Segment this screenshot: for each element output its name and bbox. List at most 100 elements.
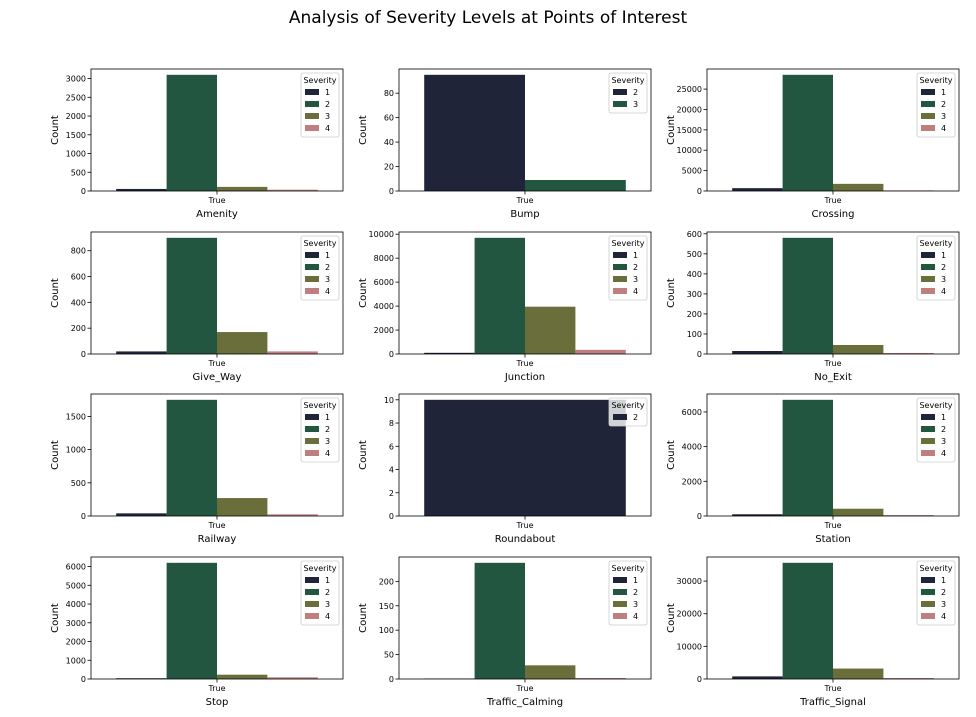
legend-title: Severity [611,76,644,85]
y-tick-label: 6 [389,442,394,451]
y-tick-label: 2000 [66,638,86,647]
subplot-bump: 0 20 40 60 80 True Bump Count Severity 2 3 [358,68,652,220]
bar-severity-1 [732,188,783,191]
legend-swatch-4 [921,125,935,131]
y-tick-label: 15000 [677,126,702,135]
x-tick-label: True [824,684,842,693]
legend-entry-4: 4 [941,287,946,296]
y-tick-label: 0 [81,675,86,684]
legend-swatch-1 [921,252,935,258]
legend-entry-4: 4 [325,287,330,296]
bar-severity-3 [833,344,884,354]
legend-title: Severity [611,564,644,573]
bar-severity-2 [474,237,525,354]
legend-title: Severity [919,401,952,410]
legend-entry-4: 4 [325,124,330,133]
x-tick-label: True [516,196,534,205]
y-tick-label: 30000 [677,577,702,586]
y-tick-label: 500 [71,479,86,488]
subplot-traffic-signal: 0 10000 20000 30000 True Traffic_Signal Count S… [666,556,960,708]
legend: Severity 1 2 3 4 [608,560,648,626]
y-tick-label: 0 [697,512,702,521]
y-tick-label: 10000 [369,230,394,239]
x-tick-label: True [208,359,226,368]
bar-severity-3 [525,306,576,354]
subplot-give-way: 0 200 400 600 800 True Give_Way Count Severity 1 2… [50,231,344,383]
legend: Severity 1 2 3 4 [300,560,340,626]
y-tick-label: 100 [379,626,394,635]
y-tick-label: 200 [379,577,394,586]
y-tick-label: 0 [697,187,702,196]
legend-entry-2: 2 [633,263,638,272]
x-axis-label: Railway [198,534,237,545]
bar-severity-4 [267,351,318,354]
legend: Severity 1 2 3 4 [608,235,648,301]
legend-entry-1: 1 [325,576,330,585]
legend-entry-2: 2 [325,425,330,434]
y-tick-label: 1000 [66,656,86,665]
y-tick-label: 300 [687,290,702,299]
legend-entry-2: 2 [941,263,946,272]
bar-severity-2 [782,399,833,516]
legend-entry-3: 3 [941,112,946,121]
bar-severity-3 [217,186,268,191]
x-tick-label: True [824,196,842,205]
legend-swatch-2 [305,101,319,107]
legend-swatch-4 [921,450,935,456]
legend-entry-4: 4 [325,449,330,458]
y-axis-label: Count [50,440,61,470]
legend-entry-1: 1 [941,88,946,97]
legend-swatch-4 [921,288,935,294]
legend-title: Severity [303,401,336,410]
x-tick-label: True [824,521,842,530]
legend-entry-2: 2 [325,588,330,597]
x-axis-label: Roundabout [495,534,556,545]
x-axis-label: Give_Way [193,372,242,383]
y-tick-label: 2500 [66,93,86,102]
y-tick-label: 2000 [374,326,394,335]
legend-entry-2: 2 [633,588,638,597]
x-axis-label: No_Exit [814,372,852,383]
y-tick-label: 200 [71,324,86,333]
y-axis-label: Count [50,603,61,633]
legend-swatch-1 [305,252,319,258]
legend-entry-1: 1 [325,413,330,422]
y-tick-label: 5000 [66,581,86,590]
x-axis-label: Traffic_Signal [799,697,866,708]
y-tick-label: 1500 [66,412,86,421]
y-tick-label: 10000 [677,146,702,155]
legend: Severity 1 2 3 4 [300,235,340,301]
legend-entry-2: 2 [941,588,946,597]
legend-title: Severity [611,239,644,248]
legend-entry-1: 1 [941,413,946,422]
legend: Severity 1 2 3 4 [916,397,956,463]
legend-swatch-3 [921,438,935,444]
legend-entry-3: 3 [633,600,638,609]
legend-swatch-1 [613,252,627,258]
legend-entry-3: 3 [941,437,946,446]
bar-severity-3 [217,498,268,516]
legend-swatch-1 [921,577,935,583]
y-tick-label: 0 [81,512,86,521]
y-tick-label: 8 [389,419,394,428]
bar-severity-4 [267,189,318,191]
legend-entry-1: 1 [633,251,638,260]
y-tick-label: 0 [697,350,702,359]
bar-severity-4 [267,514,318,516]
y-tick-label: 400 [687,270,702,279]
legend-entry-4: 4 [633,612,638,621]
y-tick-label: 40 [384,138,394,147]
legend-swatch-2 [921,101,935,107]
legend-entry-3: 3 [941,600,946,609]
x-tick-label: True [208,684,226,693]
bar-severity-1 [116,513,167,516]
y-axis-label: Count [666,115,677,145]
y-tick-label: 60 [384,114,394,123]
y-tick-label: 4000 [374,302,394,311]
y-tick-label: 20000 [677,610,702,619]
y-tick-label: 20 [384,163,394,172]
legend-entry-4: 4 [325,612,330,621]
x-tick-label: True [516,684,534,693]
subplot-crossing: 0 5000 10000 15000 20000 25000 True Crossing Cou… [666,68,960,220]
